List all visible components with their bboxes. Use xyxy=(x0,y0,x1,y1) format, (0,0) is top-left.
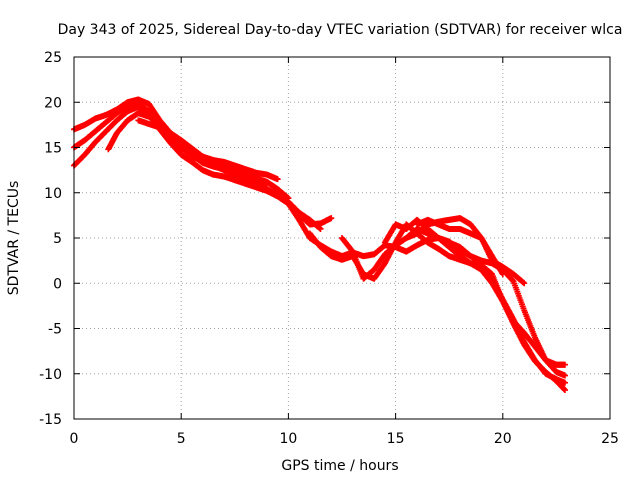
y-tick-label: -10 xyxy=(39,367,62,383)
y-tick-label: 5 xyxy=(53,231,62,247)
data-point xyxy=(317,225,324,232)
x-tick-label: 20 xyxy=(494,431,512,447)
y-tick-label: 0 xyxy=(53,276,62,292)
data-point xyxy=(561,372,568,379)
data-point xyxy=(328,215,335,222)
y-tick-label: -5 xyxy=(48,322,62,338)
data-point xyxy=(285,195,292,202)
x-tick-label: 15 xyxy=(387,431,405,447)
data-points xyxy=(71,96,568,394)
series-11 xyxy=(403,215,506,278)
x-tick-label: 10 xyxy=(279,431,297,447)
y-tick-label: -15 xyxy=(39,412,62,428)
axes: 0 5 10 15 20 25 -15 -10 -5 0 5 10 15 20 25 xyxy=(39,50,619,447)
data-point xyxy=(499,271,506,278)
x-tick-label: 25 xyxy=(601,431,619,447)
y-axis-label: SDTVAR / TECUs xyxy=(6,181,22,296)
series-5 xyxy=(135,117,292,202)
x-tick-label: 0 xyxy=(70,431,79,447)
data-point xyxy=(561,387,568,394)
y-tick-label: 15 xyxy=(44,141,62,157)
data-point xyxy=(561,361,568,368)
chart-title: Day 343 of 2025, Sidereal Day-to-day VTE… xyxy=(58,22,623,38)
data-point xyxy=(274,176,281,183)
y-tick-label: 20 xyxy=(44,95,62,111)
y-tick-label: 25 xyxy=(44,50,62,66)
data-point xyxy=(521,280,528,287)
y-tick-label: 10 xyxy=(44,186,62,202)
x-axis-label: GPS time / hours xyxy=(281,458,398,474)
x-tick-label: 5 xyxy=(177,431,186,447)
data-point xyxy=(561,379,568,386)
